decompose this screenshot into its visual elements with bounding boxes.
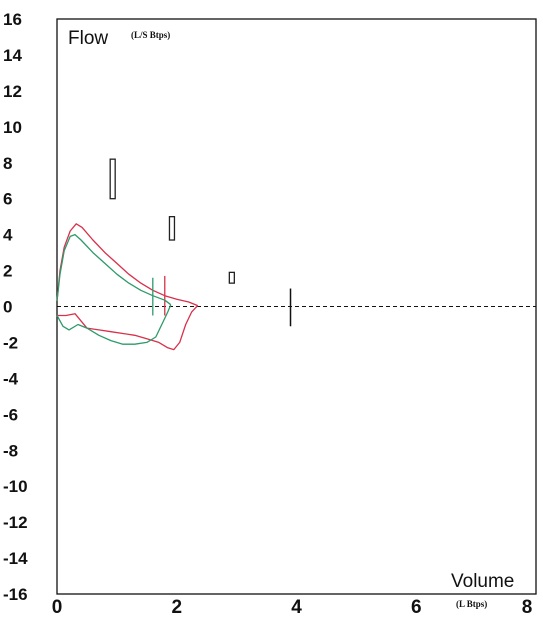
x-axis-ticks: 0 2 4 6 8 [52,597,533,618]
y-tick-label: -2 [3,333,18,352]
y-tick-label: 4 [3,226,13,245]
x-tick-label: 8 [522,597,533,618]
series-expiratory-curve [56,233,172,306]
y-tick-label: -16 [3,585,28,604]
y-axis-ticks: 16 14 12 10 8 6 4 2 0 -2 -4 -6 -8 -10 -12 -14 -16 [3,10,28,604]
x-axis-unit: (L Btps) [456,599,487,609]
series-inspiratory-curve [57,305,199,351]
y-axis-label: Flow [68,28,108,49]
y-tick-label: 10 [3,118,22,137]
series-expiratory-curve [56,223,198,307]
predicted-marker-box [168,216,176,241]
x-tick-label: 4 [291,597,302,618]
y-tick-label: -6 [3,405,18,424]
series-group [56,223,199,351]
y-tick-label: 14 [3,46,22,65]
y-tick-label: 12 [3,82,22,101]
y-tick-label: 8 [3,154,12,173]
x-axis-label: Volume [451,571,514,592]
predicted-marker-box [109,158,116,200]
x-tick-label: 6 [411,597,422,618]
predicted-marker-box [228,271,235,284]
x-tick-label: 0 [52,597,63,618]
y-tick-label: -4 [3,369,19,388]
y-tick-label: -8 [3,441,18,460]
series-inspiratory-curve [56,304,172,345]
y-tick-label: -14 [3,549,28,568]
y-tick-label: -12 [3,513,28,532]
y-tick-label: 0 [3,298,12,317]
predicted-markers [109,158,292,327]
y-tick-label: -10 [3,477,28,496]
x-tick-label: 2 [171,597,182,618]
y-tick-label: 6 [3,190,12,209]
y-tick-label: 16 [3,10,22,29]
y-tick-label: 2 [3,262,12,281]
y-axis-unit: (L/S Btps) [131,30,170,40]
